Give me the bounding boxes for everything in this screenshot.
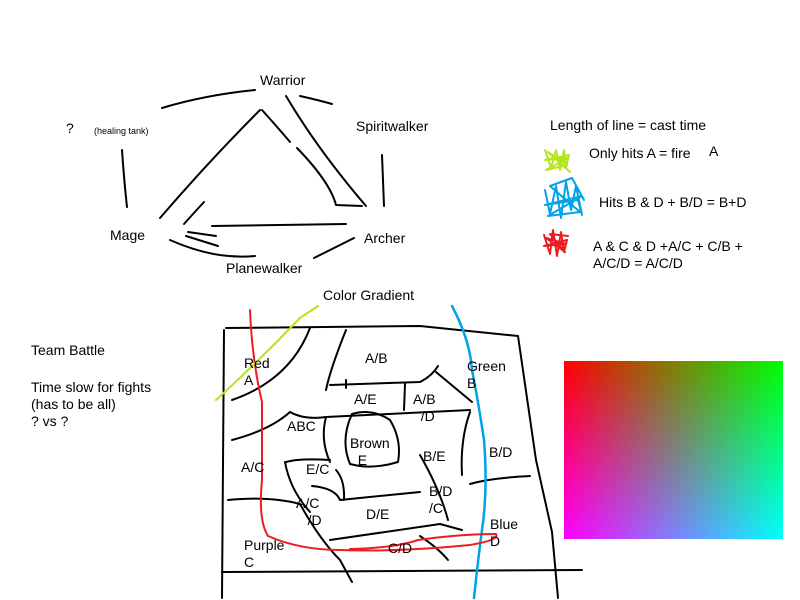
region-bd: B/D — [489, 444, 512, 461]
region-be: B/E — [423, 448, 446, 465]
time-slow-note: Time slow for fights (has to be all) ? v… — [31, 379, 151, 430]
color-gradient-title: Color Gradient — [323, 287, 414, 304]
ring-stroke — [186, 236, 218, 246]
map-border — [222, 330, 224, 598]
ring-stroke — [286, 96, 366, 206]
region-de: D/E — [366, 506, 389, 523]
region-ec: E/C — [306, 461, 329, 478]
legend-item-water: Hits B & D + B/D = B+D — [599, 194, 746, 211]
ring-stroke — [188, 232, 216, 236]
region-line — [470, 476, 530, 484]
class-ring-strokes — [122, 90, 384, 258]
class-warrior-label: Warrior — [260, 72, 305, 89]
region-red: Red A — [244, 355, 270, 389]
region-ae: A/E — [354, 391, 377, 408]
region-line — [462, 412, 470, 475]
region-acd: A/C /D — [296, 495, 322, 529]
class-planewalker-label: Planewalker — [226, 260, 302, 277]
region-line — [326, 330, 346, 390]
color-gradient-swatch — [564, 361, 783, 539]
ring-stroke — [212, 224, 346, 226]
region-abc: ABC — [287, 418, 316, 435]
region-line — [228, 499, 300, 504]
red-scribble — [544, 230, 568, 256]
region-line — [340, 492, 420, 500]
region-blue: Blue D — [490, 516, 518, 550]
class-unknown-note: (healing tank) — [94, 126, 149, 137]
region-green: Green B — [467, 358, 506, 392]
blue-scribble — [545, 178, 584, 218]
ring-stroke — [300, 96, 332, 104]
region-purple: Purple C — [244, 537, 284, 571]
ring-stroke — [297, 148, 362, 206]
ring-stroke — [382, 155, 384, 206]
ring-stroke — [170, 240, 255, 257]
region-line — [440, 524, 462, 530]
class-archer-label: Archer — [364, 230, 405, 247]
region-ab: A/B — [365, 350, 388, 367]
legend-title: Length of line = cast time — [550, 117, 706, 134]
class-mage-label: Mage — [110, 227, 145, 244]
legend-item-multi: A & C & D +A/C + C/B + A/C/D = A/C/D — [593, 238, 743, 272]
ring-stroke — [314, 238, 354, 258]
ring-stroke — [160, 110, 260, 218]
blue-water-stroke — [452, 306, 486, 598]
region-abd: A/B /D — [413, 391, 436, 425]
team-battle-heading: Team Battle — [31, 342, 105, 359]
gradient-magenta-cyan-layer — [564, 361, 783, 539]
class-spiritwalker-label: Spiritwalker — [356, 118, 428, 135]
class-unknown-label: ? — [66, 120, 74, 137]
legend-item-fire-suffix: A — [709, 143, 718, 160]
region-bdc: B/D /C — [429, 483, 452, 517]
legend-item-fire: Only hits A = fire — [589, 145, 691, 162]
region-brown: Brown E — [350, 435, 390, 469]
ring-stroke — [262, 110, 290, 142]
region-line — [404, 384, 405, 410]
ring-stroke — [184, 202, 204, 224]
region-cd: C/D — [388, 540, 412, 557]
ring-stroke — [122, 150, 127, 207]
ring-stroke — [162, 90, 255, 108]
region-ac: A/C — [241, 459, 264, 476]
yellow-green-scribble — [545, 150, 570, 172]
region-line — [324, 417, 330, 462]
